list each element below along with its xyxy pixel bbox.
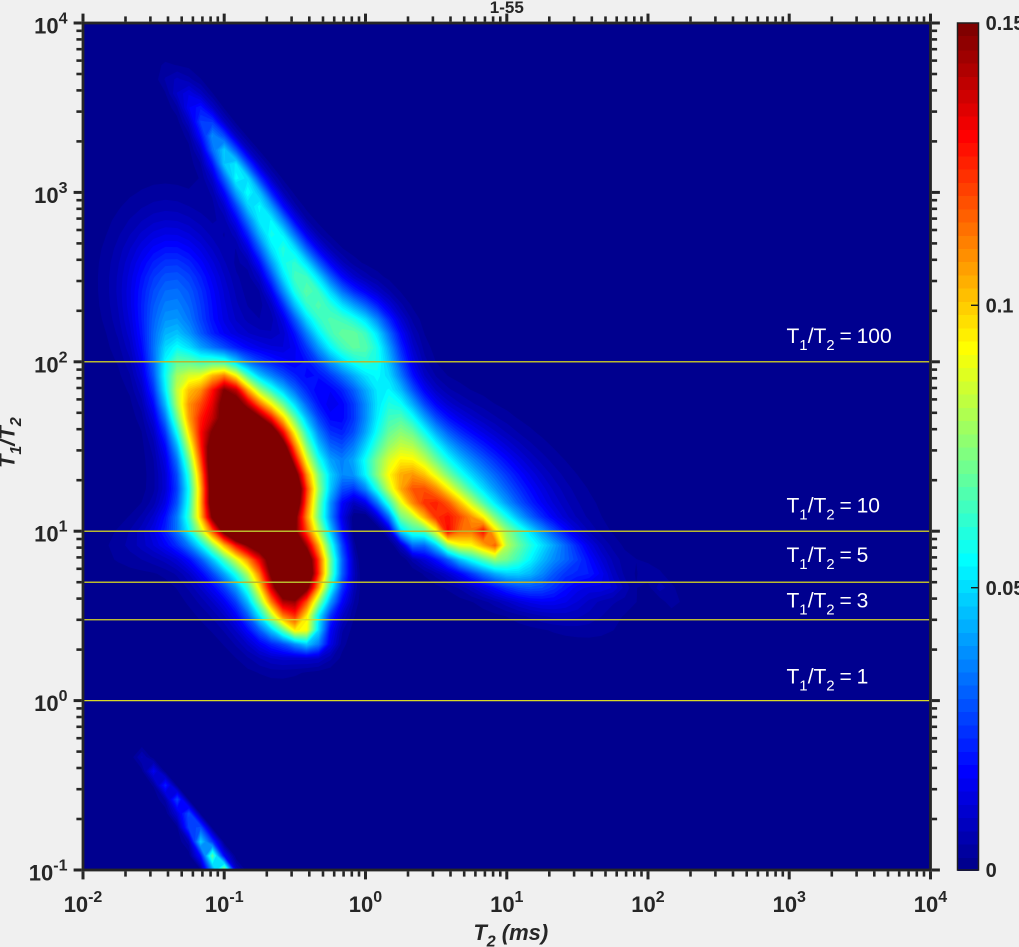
svg-text:1: 1 (799, 337, 807, 354)
svg-text:/T: /T (808, 325, 827, 348)
svg-text:-1: -1 (53, 858, 67, 875)
svg-text:/T: /T (808, 666, 827, 689)
svg-text:T: T (787, 325, 800, 348)
svg-text:10: 10 (29, 861, 53, 886)
svg-text:/T: /T (808, 495, 827, 518)
svg-text:2: 2 (826, 602, 834, 619)
svg-text:T: T (473, 920, 488, 945)
svg-text:10: 10 (349, 892, 373, 917)
svg-text:4: 4 (938, 889, 947, 906)
svg-text:10: 10 (34, 522, 58, 547)
svg-text:2: 2 (826, 678, 834, 695)
svg-text:1: 1 (515, 889, 524, 906)
svg-text:10: 10 (773, 892, 797, 917)
svg-text:0.05: 0.05 (986, 578, 1019, 600)
svg-text:T: T (787, 495, 800, 518)
svg-text:T: T (787, 590, 800, 613)
svg-text:=: = (840, 544, 852, 567)
svg-text:-2: -2 (88, 889, 102, 906)
svg-text:100: 100 (857, 325, 892, 348)
svg-text:2: 2 (826, 507, 834, 524)
svg-text:1: 1 (59, 519, 68, 536)
svg-text:=: = (840, 495, 852, 518)
svg-text:10: 10 (34, 691, 58, 716)
svg-text:5: 5 (857, 544, 869, 567)
svg-text:4: 4 (59, 11, 68, 28)
svg-text:/T: /T (0, 425, 20, 447)
svg-text:2: 2 (486, 934, 496, 947)
svg-text:1: 1 (8, 446, 25, 455)
svg-text:1: 1 (799, 602, 807, 619)
svg-text:3: 3 (59, 180, 68, 197)
svg-text:2: 2 (826, 556, 834, 573)
svg-text:3: 3 (797, 889, 806, 906)
svg-text:=: = (840, 666, 852, 689)
svg-text:0: 0 (373, 889, 382, 906)
svg-text:3: 3 (857, 590, 869, 613)
svg-text:T: T (0, 453, 20, 468)
svg-text:-1: -1 (229, 889, 243, 906)
svg-text:10: 10 (34, 14, 58, 39)
svg-text:2: 2 (656, 889, 665, 906)
svg-text:=: = (840, 325, 852, 348)
svg-text:0: 0 (59, 688, 68, 705)
svg-text:0.1: 0.1 (986, 296, 1014, 318)
svg-text:/T: /T (808, 544, 827, 567)
svg-text:/T: /T (808, 590, 827, 613)
svg-text:1: 1 (799, 507, 807, 524)
svg-text:1: 1 (857, 666, 869, 689)
svg-text:T: T (787, 544, 800, 567)
svg-text:0: 0 (986, 860, 997, 882)
svg-text:2: 2 (826, 337, 834, 354)
svg-text:1: 1 (799, 678, 807, 695)
svg-text:10: 10 (64, 892, 88, 917)
svg-text:1: 1 (799, 556, 807, 573)
svg-text:2: 2 (8, 417, 25, 427)
svg-text:10: 10 (857, 495, 880, 518)
svg-text:10: 10 (205, 892, 229, 917)
svg-text:10: 10 (34, 352, 58, 377)
svg-text:10: 10 (34, 183, 58, 208)
svg-text:10: 10 (914, 892, 938, 917)
svg-text:0.15: 0.15 (986, 13, 1019, 35)
svg-text:2: 2 (59, 349, 68, 366)
svg-text:(ms): (ms) (502, 920, 548, 945)
svg-text:T: T (787, 666, 800, 689)
svg-text:=: = (840, 590, 852, 613)
svg-text:10: 10 (631, 892, 655, 917)
svg-text:10: 10 (490, 892, 514, 917)
svg-text:1-55: 1-55 (490, 0, 524, 17)
